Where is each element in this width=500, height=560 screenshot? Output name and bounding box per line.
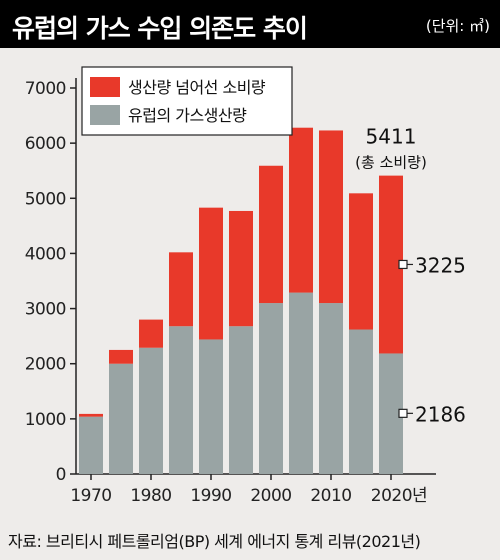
y-tick-label: 7000: [25, 79, 66, 99]
bar-production: [169, 326, 193, 474]
bar-consumption-over: [289, 127, 313, 293]
production-value-label: 2186: [415, 402, 466, 426]
source-note: 자료: 브리티시 페트롤리엄(BP) 세계 에너지 통계 리뷰(2021년): [8, 532, 421, 551]
bar-production: [319, 303, 343, 474]
y-tick-label: 2000: [25, 355, 66, 375]
bar-consumption-over: [229, 210, 253, 327]
bar-production: [229, 326, 253, 474]
bar-production: [109, 363, 133, 474]
bar-consumption-over: [169, 252, 193, 327]
unit-label: (단위: ㎥): [425, 17, 490, 35]
production-marker: [398, 408, 408, 418]
y-tick-label: 6000: [25, 134, 66, 154]
x-tick-label: 2010: [310, 486, 351, 506]
legend-production-label: 유럽의 가스생산량: [128, 106, 247, 125]
consumption-over-marker: [398, 259, 408, 270]
legend-production-swatch: [90, 105, 120, 125]
legend-consumption-over-label: 생산량 넘어선 소비량: [128, 78, 266, 97]
y-tick-label: 0: [56, 465, 66, 485]
x-tick-label: 2020년: [371, 486, 427, 506]
bar-production: [139, 347, 163, 474]
bar-consumption-over: [349, 193, 373, 330]
y-tick-label: 5000: [25, 189, 66, 209]
bar-consumption-over: [109, 349, 133, 364]
chart-title: 유럽의 가스 수입 의존도 추이: [12, 14, 308, 43]
x-tick-label: 1970: [70, 486, 111, 506]
bar-consumption-over: [259, 165, 283, 304]
x-tick-label: 1990: [190, 486, 231, 506]
x-tick-label: 2000: [250, 486, 291, 506]
title-bar: 유럽의 가스 수입 의존도 추이 (단위: ㎥): [0, 0, 500, 48]
bar-consumption-over: [199, 207, 223, 340]
bar-production: [199, 339, 223, 474]
bar-production: [289, 292, 313, 474]
total-consumption-value: 5411: [366, 125, 417, 149]
bar-production: [349, 329, 373, 474]
x-tick-label: 1980: [130, 486, 171, 506]
bar-production: [259, 303, 283, 474]
total-consumption-label: (총 소비량): [355, 154, 427, 172]
stacked-bar-chart: 0 1000 2000 3000 4000 5000 6000 7000 1970 1980 199…: [25, 66, 466, 506]
bar-consumption-over: [319, 130, 343, 304]
consumption-over-value-label: 3225: [415, 253, 466, 277]
bar-consumption-over: [79, 413, 103, 417]
legend-consumption-over-swatch: [90, 77, 120, 97]
y-tick-label: 3000: [25, 300, 66, 320]
y-tick-label: 4000: [25, 244, 66, 264]
bar-production: [79, 416, 103, 474]
bar-consumption-over: [139, 319, 163, 348]
y-tick-label: 1000: [25, 410, 66, 430]
